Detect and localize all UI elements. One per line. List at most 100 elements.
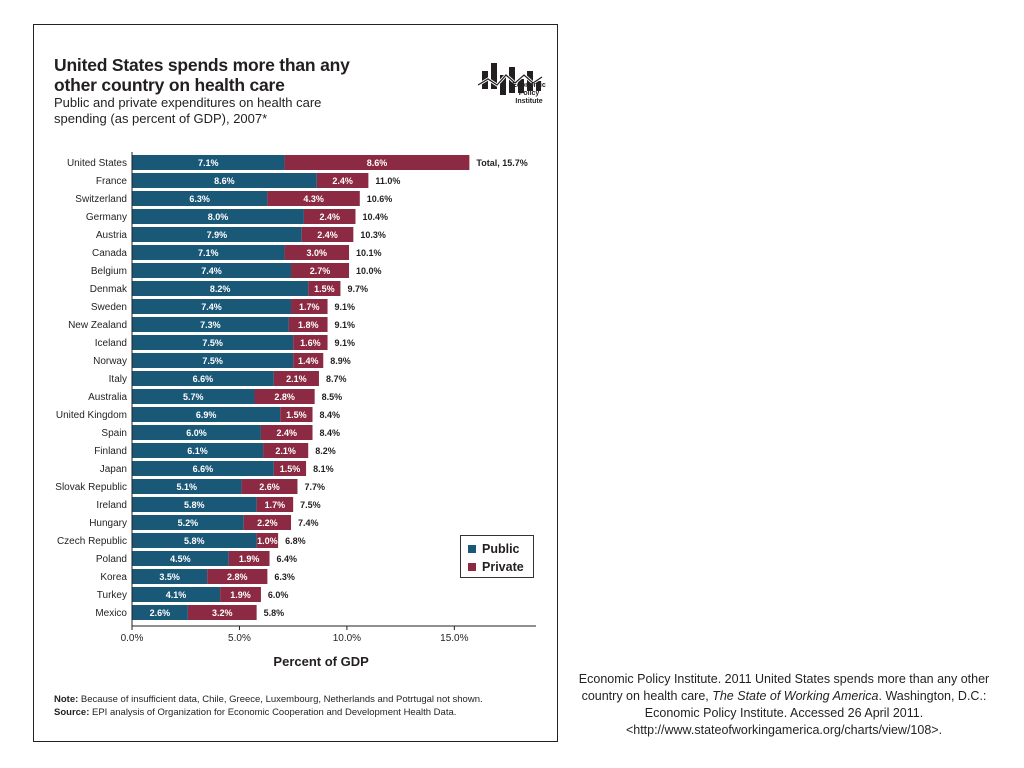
total-label: 6.3% — [274, 572, 295, 582]
bar-public — [132, 515, 244, 530]
data-label-private: 1.0% — [257, 536, 278, 546]
category-label: Denmak — [90, 284, 128, 295]
source-label: Source: — [54, 707, 90, 718]
bar-public — [132, 227, 302, 242]
data-label-public: 5.8% — [184, 536, 205, 546]
category-label: Australia — [88, 392, 127, 403]
bar-private — [273, 371, 319, 386]
data-label-private: 2.1% — [275, 446, 296, 456]
legend-swatch-private — [468, 563, 476, 571]
total-label: 7.4% — [298, 518, 319, 528]
bar-private — [243, 515, 292, 530]
total-label: 10.3% — [360, 230, 386, 240]
bar-private — [260, 425, 313, 440]
total-label: 10.6% — [367, 194, 393, 204]
data-label-private: 3.2% — [212, 608, 233, 618]
bar-public — [132, 389, 255, 404]
total-label: 10.0% — [356, 266, 382, 276]
bar-private — [267, 191, 360, 206]
total-label: 9.1% — [335, 302, 356, 312]
data-label-public: 5.2% — [178, 518, 199, 528]
bar-public — [132, 245, 285, 260]
data-label-private: 3.0% — [307, 248, 328, 258]
epi-logo-text: Economic Policy Institute — [512, 82, 546, 105]
data-label-private: 2.4% — [319, 212, 340, 222]
data-label-public: 6.3% — [189, 194, 210, 204]
category-label: Belgium — [91, 266, 127, 277]
bar-public — [132, 479, 242, 494]
bar-private — [316, 173, 369, 188]
total-label: 5.8% — [264, 608, 285, 618]
category-label: New Zealand — [68, 320, 127, 331]
bar-private — [284, 155, 470, 170]
data-label-public: 7.5% — [202, 356, 223, 366]
x-tick-label: 0.0% — [121, 633, 144, 644]
bar-private — [288, 317, 328, 332]
data-label-private: 4.3% — [303, 194, 324, 204]
bar-public — [132, 587, 221, 602]
bar-public — [132, 299, 292, 314]
legend-item-public: Public — [468, 541, 520, 557]
category-label: Korea — [100, 572, 127, 583]
x-tick-label: 5.0% — [228, 633, 251, 644]
category-label: Czech Republic — [57, 536, 127, 547]
data-label-private: 1.6% — [300, 338, 321, 348]
bar-public — [132, 353, 294, 368]
data-label-private: 2.8% — [227, 572, 248, 582]
citation-italic: The State of Working America — [712, 689, 879, 703]
category-label: Turkey — [97, 590, 127, 601]
category-label: Canada — [92, 248, 127, 259]
total-label: 10.1% — [356, 248, 382, 258]
category-label: Japan — [100, 464, 127, 475]
citation-part2: . Washington, D.C.: Economic Policy Inst… — [625, 689, 987, 737]
bar-chart: United States 7.1% 8.6% Total, 15.7% France 8… — [55, 152, 536, 669]
category-label: Italy — [109, 374, 127, 385]
data-label-private: 2.8% — [274, 392, 295, 402]
data-label-public: 8.2% — [210, 284, 231, 294]
figure-frame: United States spends more than any other… — [33, 24, 558, 742]
bar-private — [293, 335, 328, 350]
total-label: 8.7% — [326, 374, 347, 384]
category-label: United Kingdom — [56, 410, 127, 421]
bar-public — [132, 569, 208, 584]
bar-private — [220, 587, 261, 602]
bar-public — [132, 461, 274, 476]
data-label-private: 1.5% — [286, 410, 307, 420]
data-label-private: 1.5% — [280, 464, 301, 474]
total-label: 8.4% — [320, 428, 341, 438]
data-label-public: 6.6% — [193, 374, 214, 384]
category-label: Spain — [101, 428, 127, 439]
category-label: Iceland — [95, 338, 127, 349]
category-label: Ireland — [96, 500, 127, 511]
data-label-private: 1.4% — [298, 356, 319, 366]
total-label: 8.4% — [320, 410, 341, 420]
data-label-public: 6.9% — [196, 410, 217, 420]
bar-public — [132, 533, 257, 548]
data-label-private: 1.9% — [239, 554, 260, 564]
x-tick-label: 10.0% — [333, 633, 361, 644]
total-label: 10.4% — [362, 212, 388, 222]
total-label: Total, 15.7% — [476, 158, 527, 168]
data-label-private: 2.7% — [310, 266, 331, 276]
bar-private — [303, 209, 356, 224]
source-line: Source: EPI analysis of Organization for… — [54, 706, 534, 719]
data-label-public: 5.7% — [183, 392, 204, 402]
bar-private — [207, 569, 268, 584]
total-label: 6.4% — [277, 554, 298, 564]
bar-private — [293, 353, 324, 368]
data-label-public: 7.1% — [198, 158, 219, 168]
bar-private — [291, 263, 350, 278]
bar-private — [256, 533, 279, 548]
bar-public — [132, 155, 285, 170]
bar-public — [132, 371, 274, 386]
total-label: 8.2% — [315, 446, 336, 456]
data-label-public: 4.5% — [170, 554, 191, 564]
data-label-private: 1.7% — [265, 500, 286, 510]
bar-public — [132, 209, 304, 224]
legend-label-public: Public — [482, 542, 520, 556]
total-label: 9.1% — [335, 338, 356, 348]
category-label: Sweden — [91, 302, 127, 313]
data-label-private: 1.5% — [314, 284, 335, 294]
total-label: 11.0% — [375, 176, 400, 186]
bar-public — [132, 281, 309, 296]
